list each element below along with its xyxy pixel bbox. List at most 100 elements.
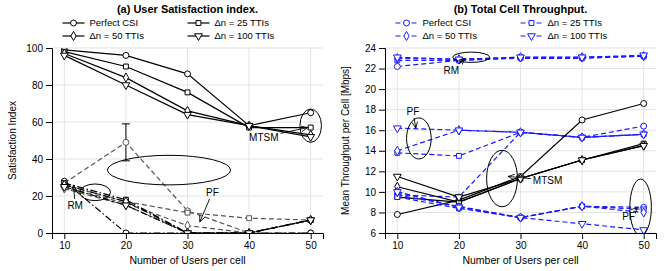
series-line xyxy=(64,185,310,233)
series-point xyxy=(185,210,190,215)
series-point xyxy=(122,203,130,210)
y-tick-mark xyxy=(379,212,385,213)
series-point xyxy=(60,185,68,192)
y-tick: 16 xyxy=(365,125,385,136)
series-point xyxy=(455,195,463,202)
y-tick-label: 22 xyxy=(365,63,377,74)
series-point xyxy=(245,231,253,233)
series-point xyxy=(578,55,586,62)
legend-entry: Δn = 100 TTIs xyxy=(521,30,608,41)
x-tick-mark xyxy=(188,233,189,239)
y-tick-mark xyxy=(46,48,52,49)
series-line xyxy=(64,187,310,233)
y-tick: 100 xyxy=(26,43,52,54)
x-tick-mark xyxy=(582,233,583,239)
annotation-arrow xyxy=(459,58,465,63)
y-tick: 40 xyxy=(32,154,52,165)
axis-domain xyxy=(386,234,657,240)
x-tick-label: 50 xyxy=(639,240,651,251)
x-tick-label: 30 xyxy=(515,240,527,251)
series-point xyxy=(455,128,463,135)
y-tick-label: 40 xyxy=(32,154,44,165)
grid xyxy=(385,48,656,233)
x-tick-label: 40 xyxy=(577,240,589,251)
x-tick: 40 xyxy=(244,233,256,251)
y-tick: 20 xyxy=(32,191,52,202)
error-bar xyxy=(122,124,130,161)
y-tick: 80 xyxy=(32,80,52,91)
highlight-ellipse xyxy=(107,155,230,185)
legend-swatch-marker xyxy=(196,21,201,26)
legend-label: Δn = 25 TTIs xyxy=(548,17,603,28)
legend-swatch-marker xyxy=(404,31,409,40)
legend-swatch-marker xyxy=(71,20,77,26)
annotations: RMPFMTSMPF xyxy=(407,58,638,221)
series-line xyxy=(397,146,643,197)
x-tick-label: 20 xyxy=(121,240,133,251)
y-tick-label: 80 xyxy=(32,80,44,91)
x-tick-mark xyxy=(249,233,250,239)
x-tick: 30 xyxy=(515,233,527,251)
y-tick-label: 14 xyxy=(365,145,377,156)
series-point xyxy=(123,230,129,233)
highlight-ellipse xyxy=(300,109,322,142)
series-point xyxy=(184,231,192,233)
x-axis: 1020304050 xyxy=(53,233,324,251)
x-tick: 10 xyxy=(392,233,404,251)
y-tick: 18 xyxy=(365,104,385,115)
legend-entry: Δn = 25 TTIs xyxy=(521,17,603,28)
series-line xyxy=(64,187,310,233)
x-tick: 50 xyxy=(639,233,651,251)
highlight-ellipse xyxy=(453,52,490,62)
series-point xyxy=(308,230,314,233)
annotation-text: MTSM xyxy=(249,132,278,143)
series-point xyxy=(640,132,648,139)
x-tick-label: 10 xyxy=(59,240,71,251)
series-line xyxy=(64,52,310,128)
series-point xyxy=(184,112,192,119)
series-point xyxy=(641,101,647,107)
legend-swatch-marker xyxy=(71,31,76,40)
panel: 1020304050681012141618202224RMPFMTSMPF(b… xyxy=(340,3,657,266)
series-point xyxy=(640,143,648,150)
panel: 1020304050020406080100RMPFMTSM(a) User S… xyxy=(7,3,324,266)
series-point xyxy=(517,55,525,62)
y-tick-mark xyxy=(46,85,52,86)
x-tick-mark xyxy=(64,233,65,239)
series-point xyxy=(640,53,648,60)
series-point xyxy=(185,71,191,77)
x-tick: 40 xyxy=(577,233,589,251)
series-point xyxy=(579,55,585,61)
error-bar-cap xyxy=(122,123,130,124)
x-tick: 50 xyxy=(306,233,318,251)
annotation-arrow xyxy=(635,207,637,209)
legend-swatch-marker xyxy=(528,34,536,41)
y-tick-label: 16 xyxy=(365,125,377,136)
legend-label: Δn = 50 TTIs xyxy=(90,30,145,41)
legend-swatch-marker xyxy=(404,20,410,26)
y-tick-mark xyxy=(46,233,52,234)
grid-line-x xyxy=(520,48,521,233)
series-point xyxy=(308,125,313,130)
series-line xyxy=(64,181,310,233)
x-tick-mark xyxy=(311,233,312,239)
y-tick-mark xyxy=(379,233,385,234)
series-line xyxy=(64,54,310,135)
annotation-arrow xyxy=(74,185,75,199)
series-point xyxy=(578,158,586,165)
grid-line-x xyxy=(397,48,398,233)
legend-entry: Δn = 50 TTIs xyxy=(396,30,478,41)
series-point xyxy=(395,146,400,155)
y-tick: 12 xyxy=(365,166,385,177)
y-tick-mark xyxy=(379,69,385,70)
series-line xyxy=(64,185,310,220)
series-line xyxy=(397,126,643,197)
x-tick-mark xyxy=(644,233,645,239)
series-point xyxy=(123,64,128,69)
grid-line-x xyxy=(64,48,65,233)
series-line xyxy=(64,142,310,233)
x-tick-mark xyxy=(459,233,460,239)
series-point xyxy=(184,231,192,233)
y-tick-label: 20 xyxy=(365,84,377,95)
y-tick-label: 18 xyxy=(365,104,377,115)
